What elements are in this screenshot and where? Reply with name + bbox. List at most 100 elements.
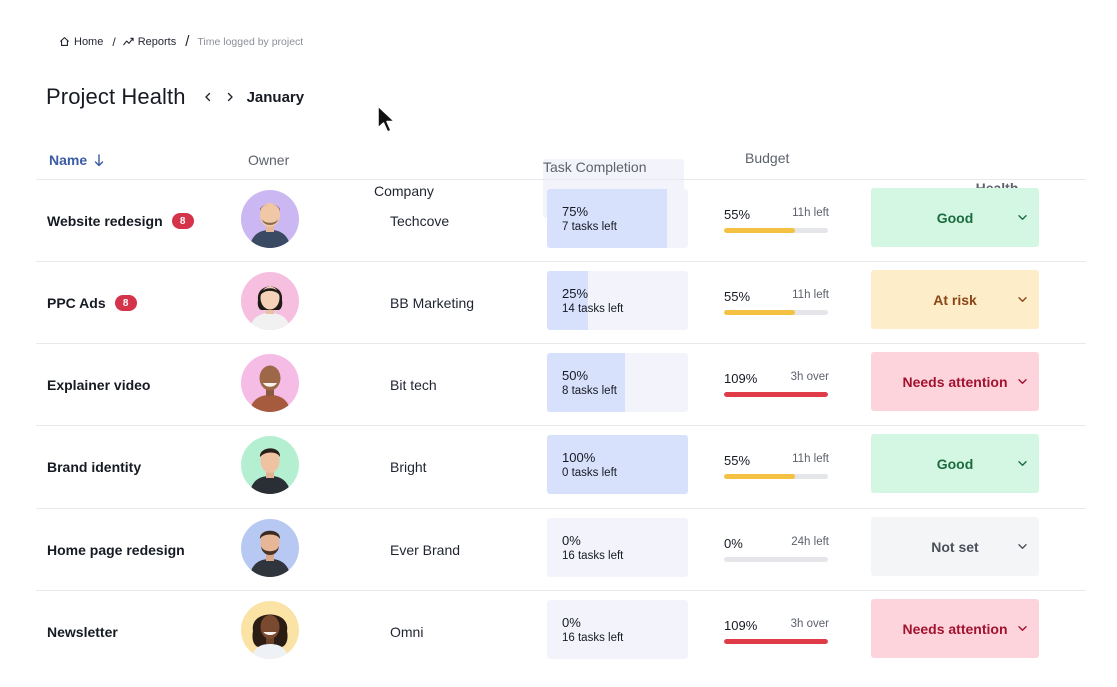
person-icon [241, 436, 299, 494]
budget-percent: 55% [724, 207, 751, 222]
budget-cell: 55% 11h left [724, 262, 829, 344]
task-progress-fill [547, 189, 667, 248]
tasks-left: 7 tasks left [562, 221, 617, 233]
project-name[interactable]: Brand identity [47, 459, 142, 475]
chevron-down-icon [1018, 544, 1027, 549]
mouse-pointer-icon [377, 105, 396, 133]
next-month-button[interactable] [221, 88, 239, 106]
budget-remaining: 24h left [791, 536, 829, 548]
breadcrumb-reports-label: Reports [137, 35, 177, 48]
health-dropdown[interactable]: Good [871, 188, 1039, 247]
column-header-name[interactable]: Name [49, 152, 104, 168]
column-header-budget[interactable]: Budget [745, 150, 790, 166]
table-row[interactable]: Newsletter Omni 0% 16 tasks left 109% 3h… [36, 590, 1086, 672]
task-percent: 0% [562, 533, 581, 548]
budget-remaining: 11h left [792, 453, 829, 465]
owner-avatar[interactable] [241, 519, 299, 577]
health-dropdown[interactable]: Needs attention [871, 599, 1039, 658]
project-name[interactable]: Website redesign [47, 213, 163, 229]
breadcrumb-reports[interactable]: Reports [122, 35, 177, 48]
budget-bar-fill [724, 639, 828, 644]
company-name: BB Marketing [390, 295, 475, 311]
current-month: January [246, 88, 305, 106]
project-name-cell: Website redesign 8 [47, 180, 194, 262]
breadcrumb-home[interactable]: Home [59, 36, 103, 48]
table-row[interactable]: Explainer video Bit tech 50% 8 tasks lef… [36, 343, 1086, 425]
person-icon [241, 519, 299, 577]
company-name: Omni [390, 624, 424, 640]
budget-cell: 0% 24h left [724, 509, 829, 591]
chevron-down-icon [1018, 379, 1027, 384]
budget-bar-fill [724, 474, 795, 479]
column-header-company[interactable]: Company [374, 183, 434, 199]
company-name: Ever Brand [390, 542, 461, 558]
person-icon [241, 272, 299, 330]
project-name-cell: Newsletter [47, 591, 118, 673]
project-name-cell: Home page redesign [47, 509, 185, 591]
chevron-down-icon [1018, 626, 1027, 631]
home-icon [59, 37, 70, 46]
health-dropdown[interactable]: At risk [871, 270, 1039, 329]
health-status: Needs attention [902, 373, 1008, 390]
tasks-left: 0 tasks left [562, 467, 617, 479]
company-name: Techcove [390, 213, 450, 229]
owner-avatar[interactable] [241, 436, 299, 494]
table-row[interactable]: Website redesign 8 Techcove 75% 7 tasks … [36, 179, 1086, 261]
task-progress-fill [547, 271, 588, 330]
project-name[interactable]: Explainer video [47, 377, 151, 393]
owner-avatar[interactable] [241, 272, 299, 330]
table-row[interactable]: Brand identity Bright 100% 0 tasks left … [36, 425, 1086, 507]
task-completion: 50% 8 tasks left [547, 353, 688, 412]
health-dropdown[interactable]: Needs attention [871, 352, 1039, 411]
owner-avatar[interactable] [241, 354, 299, 412]
budget-percent: 55% [724, 289, 751, 304]
budget-cell: 55% 11h left [724, 426, 829, 508]
budget-bar [724, 474, 828, 479]
budget-bar-fill [724, 310, 795, 315]
notification-badge: 8 [114, 295, 137, 311]
budget-bar [724, 392, 828, 397]
task-percent: 75% [562, 204, 589, 219]
health-dropdown[interactable]: Not set [871, 517, 1039, 576]
task-completion: 100% 0 tasks left [547, 435, 688, 494]
person-icon [241, 190, 299, 248]
task-completion: 75% 7 tasks left [547, 189, 688, 248]
task-progress-fill [547, 353, 625, 412]
budget-cell: 55% 11h left [724, 180, 829, 262]
budget-bar-fill [724, 392, 828, 397]
task-percent: 100% [562, 450, 596, 465]
chevron-down-icon [1018, 461, 1027, 466]
chevron-down-icon [1018, 297, 1027, 302]
trend-icon [122, 37, 134, 46]
project-name[interactable]: Newsletter [47, 624, 118, 640]
budget-cell: 109% 3h over [724, 344, 829, 426]
person-icon [241, 601, 299, 659]
project-name[interactable]: Home page redesign [47, 542, 185, 558]
owner-avatar[interactable] [241, 190, 299, 248]
table-row[interactable]: PPC Ads 8 BB Marketing 25% 14 tasks left… [36, 261, 1086, 343]
budget-percent: 109% [724, 371, 758, 386]
health-status: Needs attention [902, 620, 1008, 637]
project-name[interactable]: PPC Ads [47, 295, 106, 311]
project-name-cell: Explainer video [47, 344, 150, 426]
task-completion: 25% 14 tasks left [547, 271, 688, 330]
table-row[interactable]: Home page redesign Ever Brand 0% 16 task… [36, 508, 1086, 590]
budget-percent: 55% [724, 453, 751, 468]
prev-month-button[interactable] [199, 88, 217, 106]
health-status: Not set [931, 538, 979, 555]
budget-remaining: 3h over [790, 618, 829, 630]
health-status: Good [936, 455, 974, 472]
tasks-left: 14 tasks left [562, 303, 624, 315]
budget-percent: 109% [724, 618, 758, 633]
health-dropdown[interactable]: Good [871, 434, 1039, 493]
breadcrumb: Home / Reports / Time logged by project [59, 33, 303, 50]
breadcrumb-separator: / [185, 33, 190, 50]
task-percent: 0% [562, 615, 581, 630]
chevron-right-icon [227, 92, 233, 102]
company-name: Bright [390, 459, 427, 475]
tasks-left: 16 tasks left [562, 550, 624, 562]
column-header-name-label: Name [49, 152, 88, 168]
column-header-owner[interactable]: Owner [248, 152, 290, 168]
budget-bar [724, 310, 828, 315]
owner-avatar[interactable] [241, 601, 299, 659]
